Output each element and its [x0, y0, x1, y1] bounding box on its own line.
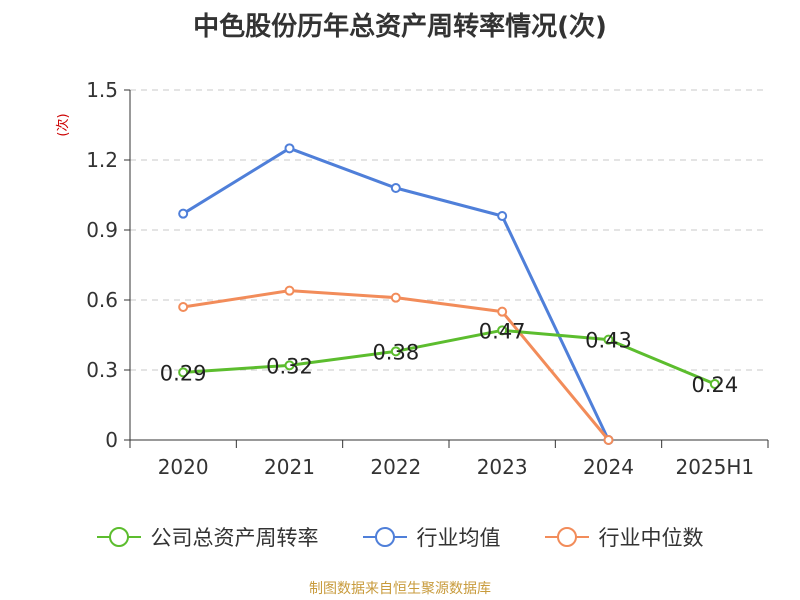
data-label: 0.24 [691, 373, 738, 397]
data-label: 0.32 [266, 354, 313, 378]
data-label: 0.47 [479, 319, 526, 343]
legend-item[interactable]: 公司总资产周转率 [96, 522, 319, 552]
x-tick-label: 2025H1 [675, 455, 754, 479]
y-tick-label: 1.5 [86, 78, 118, 102]
series-point [390, 292, 401, 303]
x-tick-label: 2020 [158, 455, 209, 479]
series-point [497, 325, 508, 336]
legend: 公司总资产周转率 行业均值 行业中位数 [0, 520, 800, 554]
data-label: 0.29 [160, 361, 207, 385]
legend-item[interactable]: 行业均值 [362, 522, 501, 552]
series-point [178, 367, 189, 378]
x-tick-label: 2024 [583, 455, 634, 479]
x-tick-label: 2023 [477, 455, 528, 479]
series-point [178, 208, 189, 219]
legend-circle [108, 527, 129, 547]
y-axis-label: (次) [55, 113, 71, 136]
legend-label: 行业中位数 [598, 526, 704, 550]
series-point [603, 334, 614, 345]
y-tick-label: 0.3 [86, 358, 118, 382]
legend-marker-icon [544, 527, 589, 547]
legend-circle [556, 527, 577, 547]
series-point [603, 435, 614, 445]
legend-item[interactable]: 行业中位数 [544, 522, 704, 552]
series-line [183, 328, 716, 386]
series-point [390, 183, 401, 193]
x-tick-label: 2022 [370, 455, 421, 479]
series-point [284, 285, 295, 296]
y-tick-label: 0.6 [86, 288, 118, 312]
legend-circle [374, 527, 395, 547]
y-tick-label: 1.2 [86, 148, 118, 172]
series-point [497, 306, 508, 317]
source-note: 制图数据来自恒生聚源数据库 [309, 581, 491, 597]
legend-marker-icon [96, 527, 141, 547]
series-point [390, 346, 401, 357]
series-point [497, 211, 508, 221]
legend-label: 行业均值 [416, 526, 501, 550]
series-line [182, 289, 610, 441]
series-point [284, 143, 295, 154]
y-tick-label: 0.9 [86, 218, 118, 242]
legend-label: 公司总资产周转率 [150, 526, 319, 550]
y-tick-label: 0 [105, 428, 118, 452]
chart-title: 中色股份历年总资产周转率情况(次) [193, 12, 607, 42]
series-point [178, 302, 189, 312]
data-label: 0.43 [585, 329, 632, 353]
data-label: 0.38 [372, 340, 419, 364]
series-point [709, 379, 720, 389]
series-point [284, 360, 295, 371]
x-tick-label: 2021 [264, 455, 315, 479]
legend-marker-icon [362, 527, 407, 547]
